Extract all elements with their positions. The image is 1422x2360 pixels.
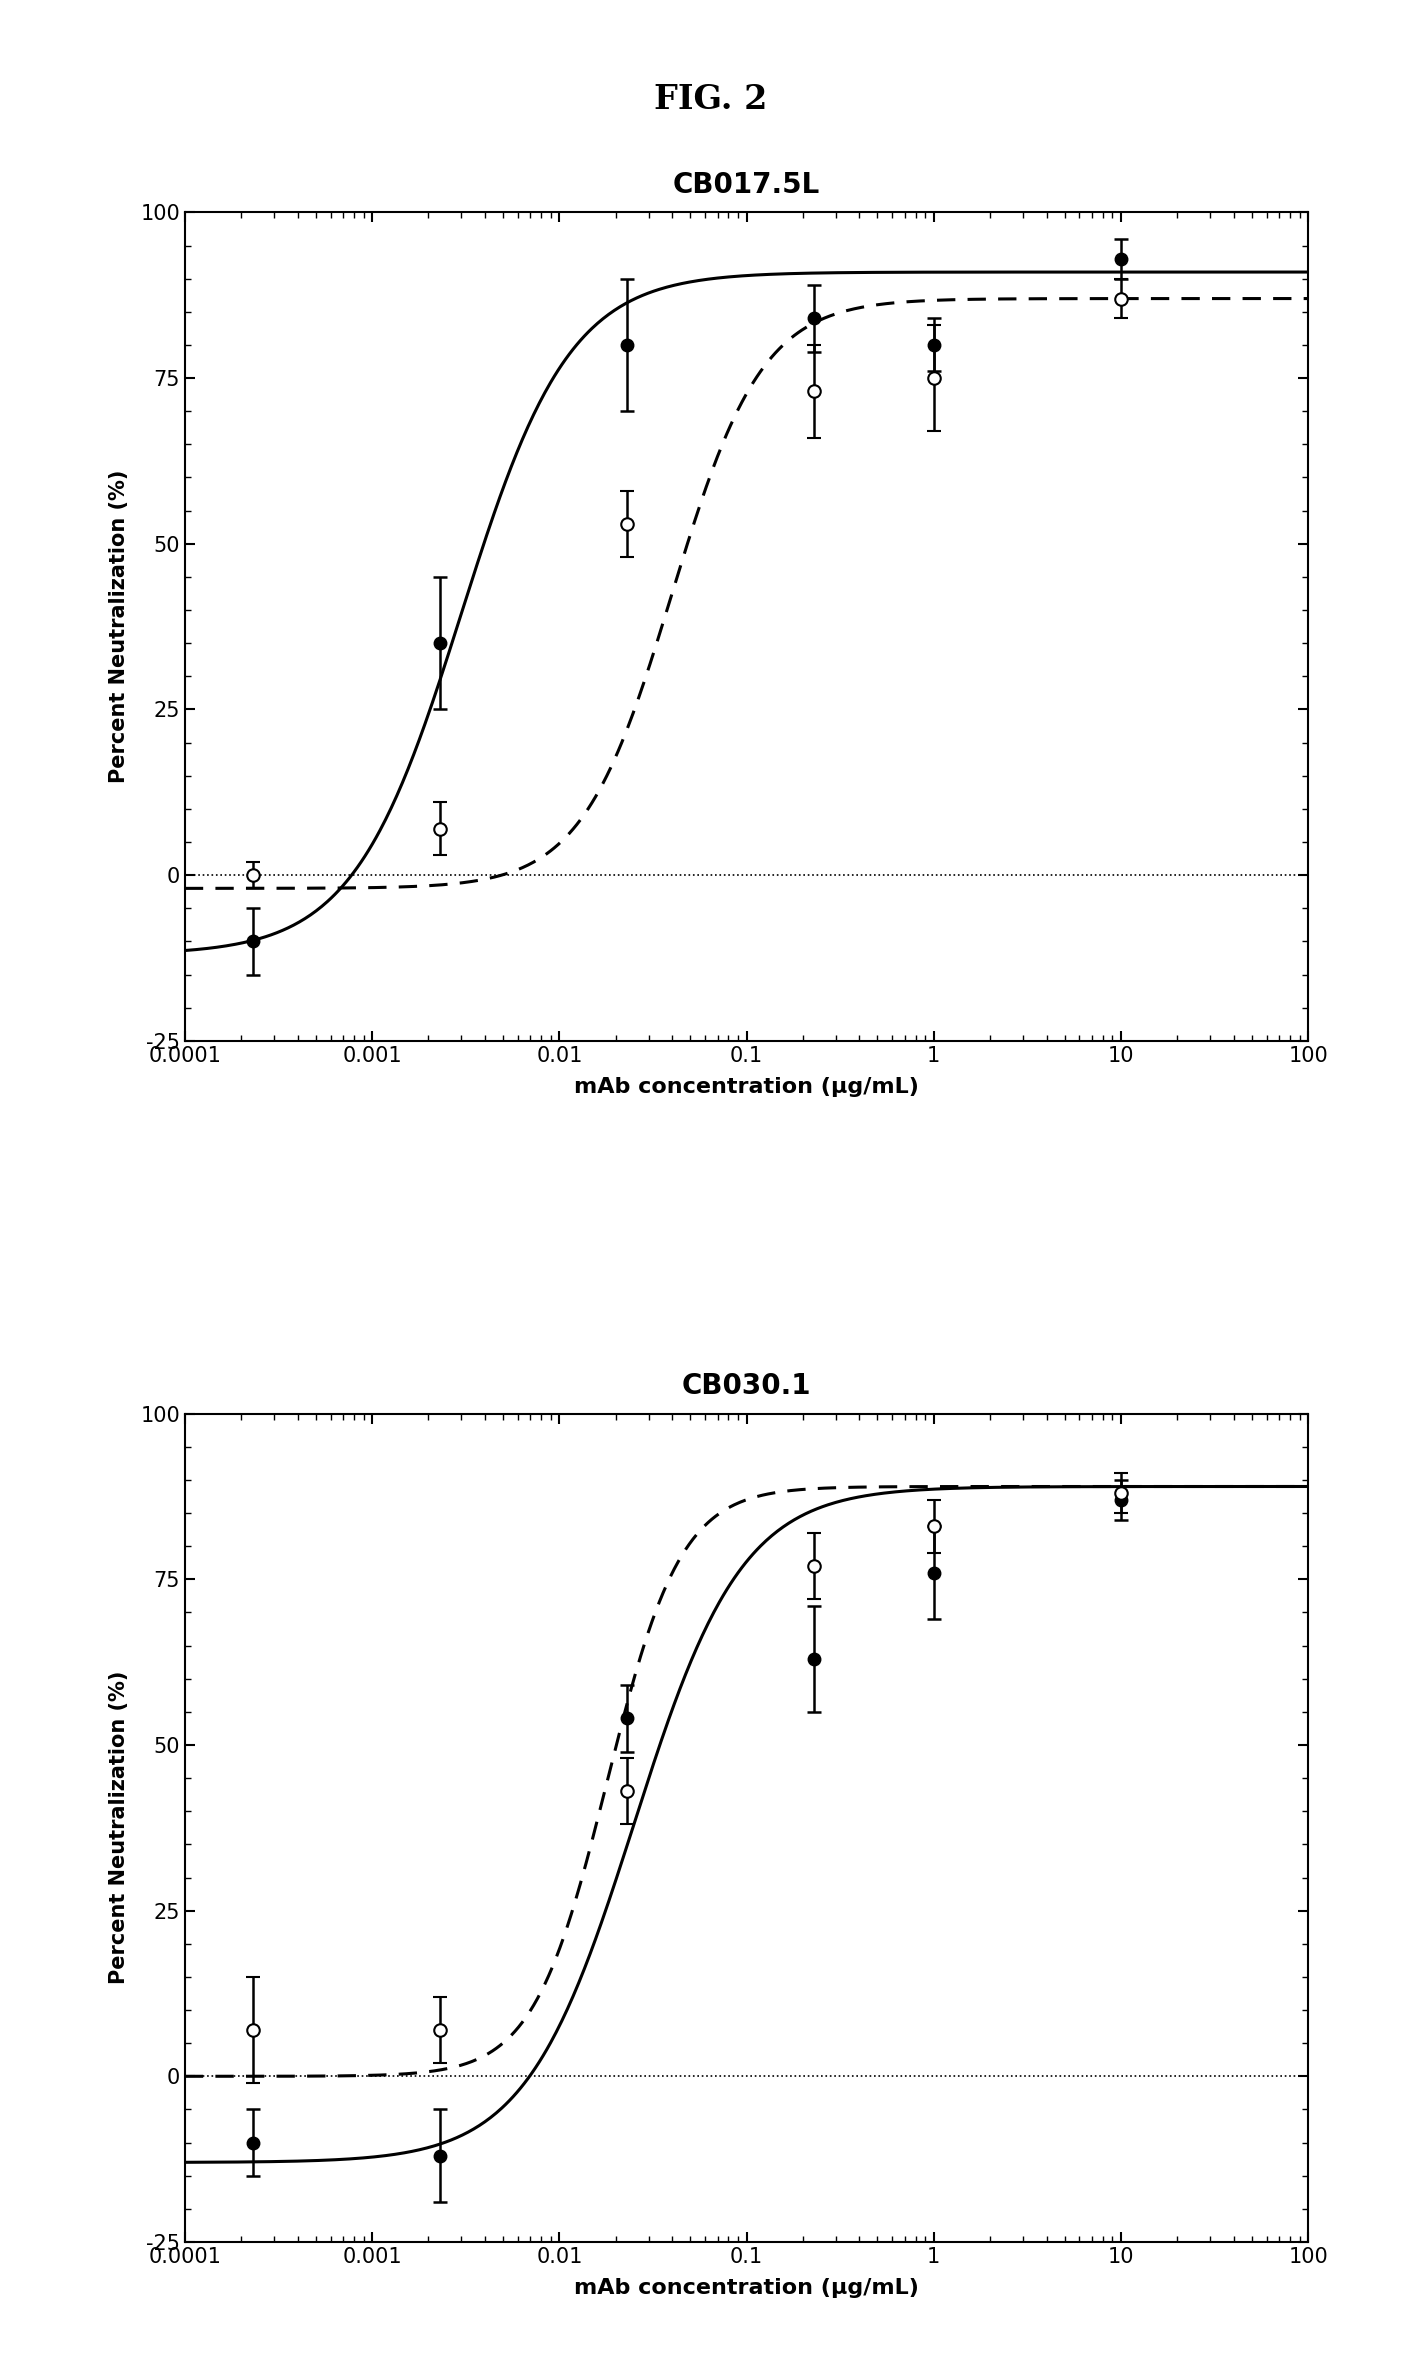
X-axis label: mAb concentration (μg/mL): mAb concentration (μg/mL) [574,1076,919,1097]
Y-axis label: Percent Neutralization (%): Percent Neutralization (%) [109,470,129,784]
Y-axis label: Percent Neutralization (%): Percent Neutralization (%) [109,1671,129,1985]
Title: CB030.1: CB030.1 [681,1371,812,1399]
X-axis label: mAb concentration (μg/mL): mAb concentration (μg/mL) [574,2277,919,2299]
Text: FIG. 2: FIG. 2 [654,83,768,116]
Title: CB017.5L: CB017.5L [673,170,820,198]
